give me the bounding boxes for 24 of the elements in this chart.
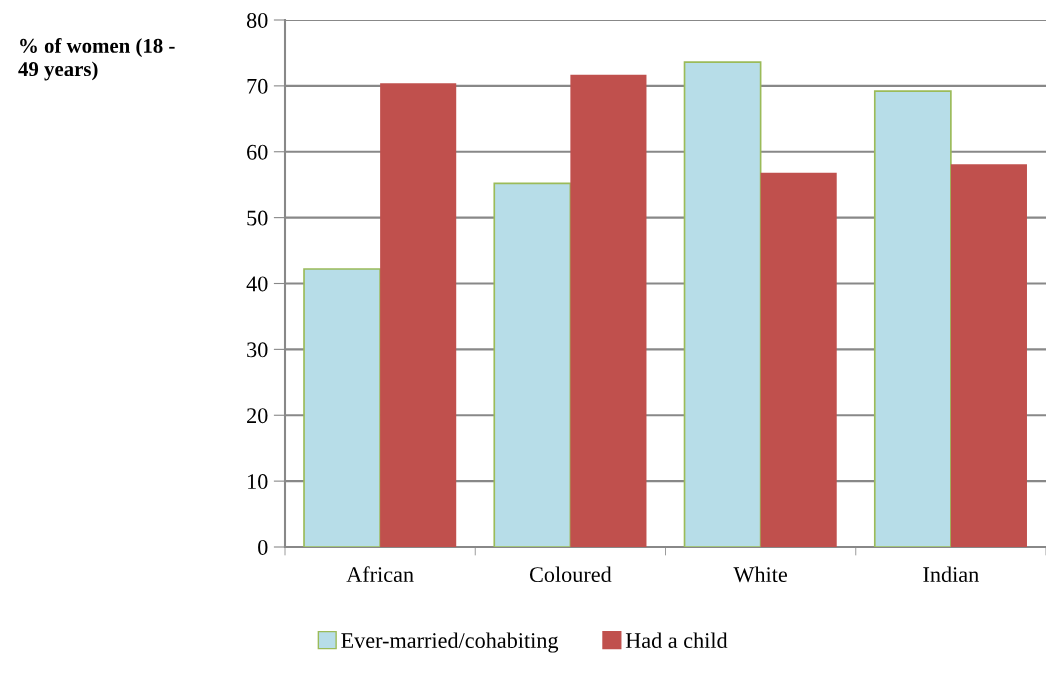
y-tick-label: 30 — [247, 342, 268, 358]
legend-label: Had a child — [625, 632, 728, 649]
y-tick-label: 70 — [247, 78, 268, 94]
bar — [570, 74, 647, 547]
y-tick-label: 0 — [258, 539, 268, 555]
bar — [493, 182, 572, 547]
x-tick-label: African — [346, 566, 414, 583]
bar — [303, 268, 381, 547]
bar — [683, 61, 762, 547]
y-axis-title: % of women (18 - 49 years) — [18, 38, 175, 81]
y-tick-label: 10 — [248, 474, 268, 490]
bar — [760, 172, 837, 547]
bar — [950, 164, 1027, 547]
y-tick-label: 80 — [246, 12, 268, 28]
y-tick-label: 20 — [247, 408, 268, 424]
y-tick-label: 60 — [247, 144, 268, 160]
x-tick-label: Indian — [923, 566, 979, 583]
y-tick-label: 40 — [246, 276, 268, 292]
x-tick-label: Coloured — [529, 566, 612, 583]
x-tick-label: White — [733, 566, 787, 583]
bar — [873, 90, 952, 547]
y-tick-label: 50 — [247, 210, 268, 226]
legend-label: Ever-married/cohabiting — [341, 632, 559, 653]
bar — [380, 83, 457, 547]
